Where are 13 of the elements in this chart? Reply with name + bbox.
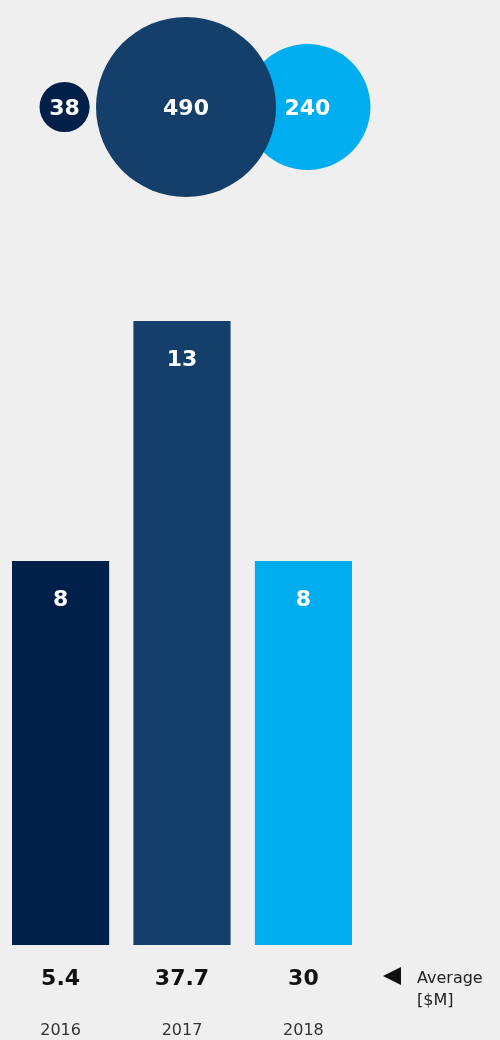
data-label: 8 <box>295 586 312 611</box>
x-tick-label: 2016 <box>40 1020 81 1039</box>
text: 5.4 <box>41 965 81 990</box>
data-label: 8 <box>52 586 69 611</box>
data-label: 490 <box>163 95 209 120</box>
data-label: 38 <box>49 95 80 120</box>
x-tick-label: 2018 <box>283 1020 324 1039</box>
data-label: 13 <box>166 346 198 371</box>
text: 30 <box>288 965 319 990</box>
text: Average [$M] <box>417 968 483 1009</box>
data-label: 240 <box>284 95 331 120</box>
x-tick-label: 2017 <box>161 1020 203 1039</box>
text: 37.7 <box>154 965 210 990</box>
